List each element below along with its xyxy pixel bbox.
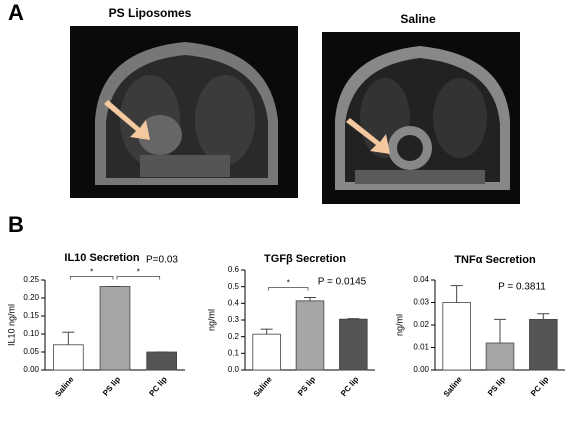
significance-bracket	[116, 276, 161, 280]
y-tick-label: 0.15	[23, 311, 39, 320]
y-tick-label: 0.10	[23, 329, 39, 338]
bar	[485, 342, 515, 371]
image-title: PS Liposomes	[109, 6, 192, 20]
x-tick-label: PS lip	[486, 375, 507, 398]
bar	[529, 318, 558, 371]
mri-image	[70, 26, 298, 198]
significance-bracket	[69, 276, 114, 280]
bar	[53, 344, 84, 371]
x-tick-label: Saline	[252, 374, 274, 398]
significance-label: *	[287, 279, 290, 288]
chart-title: TNFα Secretion	[454, 254, 536, 266]
x-tick-label: PS lip	[101, 375, 122, 398]
y-tick-label: 0.05	[23, 347, 39, 356]
y-axis-label: ng/ml	[206, 309, 216, 331]
significance-label: *	[90, 268, 93, 277]
p-value: P = 0.0145	[318, 277, 367, 288]
x-tick-label: PC lip	[529, 375, 551, 398]
y-axis-label: IL10 ng/ml	[6, 304, 16, 346]
y-tick-label: 0.1	[228, 348, 240, 357]
y-tick-label: 0.5	[228, 282, 240, 291]
bar	[339, 318, 368, 371]
mri-image	[322, 32, 520, 204]
bar	[146, 351, 178, 371]
y-tick-label: 0.00	[413, 365, 429, 374]
bar	[442, 302, 471, 371]
y-tick-label: 0.25	[23, 275, 39, 284]
x-tick-label: Saline	[442, 374, 464, 398]
image-title: Saline	[400, 12, 436, 26]
chart-title: IL10 Secretion	[64, 252, 139, 264]
x-tick-label: PC lip	[147, 375, 169, 398]
y-tick-label: 0.00	[23, 365, 39, 374]
panel-label: B	[8, 212, 24, 237]
bar	[295, 300, 325, 371]
y-axis-label: ng/ml	[394, 314, 404, 336]
y-tick-label: 0.4	[228, 298, 240, 307]
y-tick-label: 0.20	[23, 293, 39, 302]
y-tick-label: 0.04	[413, 275, 429, 284]
y-tick-label: 0.2	[228, 332, 240, 341]
x-tick-label: PS lip	[296, 375, 317, 398]
y-tick-label: 0.01	[413, 343, 429, 352]
significance-label: *	[137, 268, 140, 277]
y-tick-label: 0.0	[228, 365, 240, 374]
bar	[252, 333, 281, 371]
y-tick-label: 0.02	[413, 320, 429, 329]
x-tick-label: Saline	[53, 374, 75, 398]
bar	[99, 286, 131, 371]
y-tick-label: 0.3	[228, 315, 240, 324]
y-tick-label: 0.6	[228, 265, 240, 274]
panel-label: A	[8, 0, 24, 25]
y-tick-label: 0.03	[413, 298, 429, 307]
p-value: P = 0.3811	[498, 282, 546, 293]
significance-bracket	[268, 287, 309, 291]
x-tick-label: PC lip	[339, 375, 361, 398]
p-value: P=0.03	[146, 255, 178, 266]
chart-title: TGFβ Secretion	[264, 253, 346, 265]
